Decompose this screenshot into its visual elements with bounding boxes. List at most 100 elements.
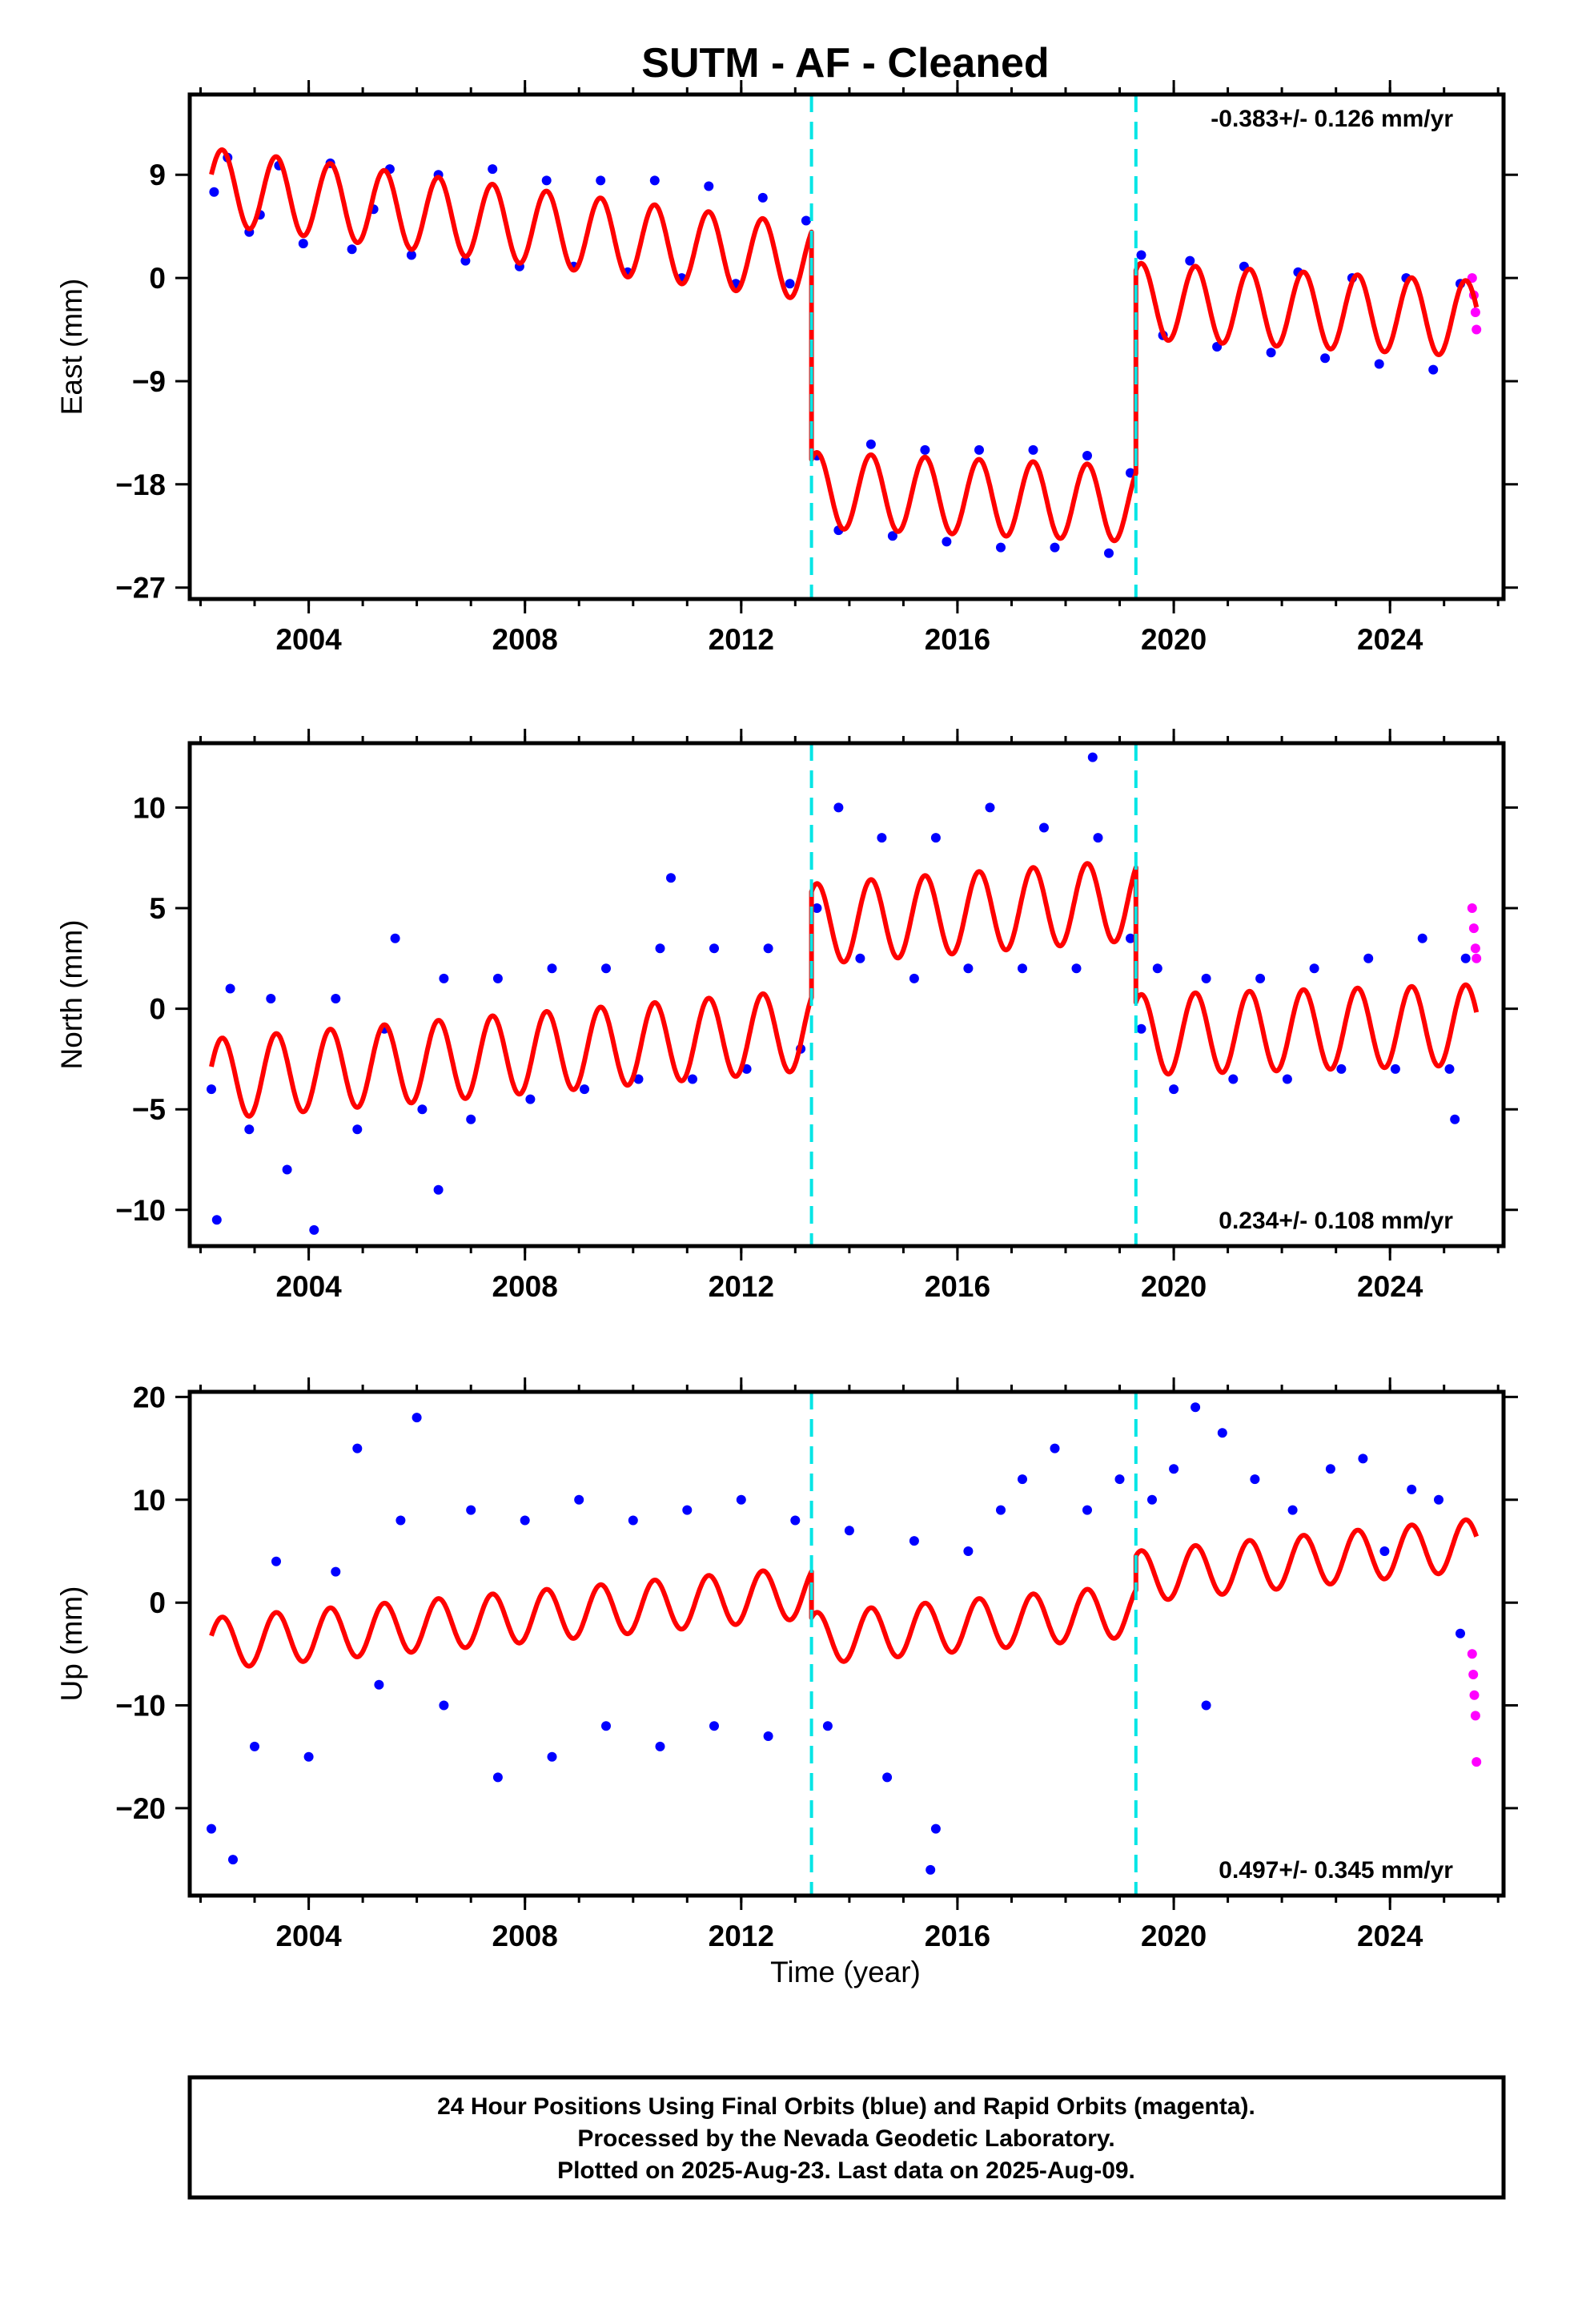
final-orbit-point [1407,1484,1417,1494]
final-orbit-point [763,1731,773,1741]
footer-line-3: Plotted on 2025-Aug-23. Last data on 202… [557,2157,1135,2184]
final-orbit-point [207,1084,216,1095]
rapid-orbit-point [1470,1711,1480,1721]
north-panel: 2004 2008 2012 2016 2020 2024 10 5 0 −5 −10 North (… [55,729,1518,1303]
final-orbit-point [460,255,471,266]
chart-title: SUTM - AF - Cleaned [641,40,1049,86]
final-orbit-point [649,175,660,186]
final-orbit-point [439,1700,449,1711]
final-orbit-point [628,1515,638,1526]
rapid-orbit-point [1470,943,1480,954]
y-axis-label: North (mm) [55,919,88,1069]
final-orbit-point [1434,1494,1443,1505]
final-orbit-point [1374,359,1384,369]
y-tick-label: 10 [133,791,166,824]
final-orbit-point [211,1215,222,1225]
final-orbit-point [601,1721,611,1731]
final-orbit-point [374,1679,384,1690]
final-orbit-point [785,279,795,289]
final-orbit-point [298,239,308,249]
final-orbit-point [1255,973,1266,983]
data-points [207,1402,1482,1875]
y-tick-label: 0 [149,262,166,295]
y-tick-label: −18 [115,468,166,501]
final-orbit-point [1018,963,1027,974]
y-tick-label: 10 [133,1484,166,1517]
final-orbit-point [396,1515,406,1526]
x-tick-label: 2012 [709,1270,774,1303]
x-tick-label: 2020 [1141,623,1207,656]
final-orbit-point [525,1094,536,1104]
final-orbit-point [1250,1474,1260,1485]
final-orbit-point [930,1823,941,1834]
x-tick-label: 2024 [1357,1270,1423,1303]
final-orbit-point [1201,973,1211,983]
rapid-orbit-point [1467,903,1477,913]
final-orbit-point [865,439,876,449]
x-tick-label: 2008 [492,623,558,656]
rapid-orbit-point [1467,1649,1477,1659]
velocity-label: 0.234+/- 0.108 mm/yr [1219,1208,1453,1234]
final-orbit-point [466,1505,476,1515]
final-orbit-point [352,1124,363,1135]
final-orbit-point [492,1772,503,1783]
final-orbit-point [1379,1546,1390,1556]
final-orbit-point [1104,548,1114,558]
final-orbit-point [209,187,219,197]
final-orbit-point [942,537,952,547]
final-orbit-point [1087,752,1098,762]
final-orbit-point [1363,953,1374,963]
final-orbit-point [390,933,400,943]
final-orbit-point [1018,1474,1027,1485]
y-tick-label: −5 [132,1093,166,1126]
final-orbit-point [1390,1063,1400,1074]
x-tick-label: 2004 [275,623,342,656]
final-orbit-point [1282,1074,1292,1084]
final-orbit-point [1039,822,1049,833]
final-orbit-point [887,531,897,541]
final-orbit-point [1136,250,1146,260]
final-orbit-point [709,1721,719,1731]
final-orbit-point [412,1413,422,1423]
velocity-label: -0.383+/- 0.126 mm/yr [1211,106,1453,132]
up-panel: 2004 2008 2012 2016 2020 2024 20 10 0 −10 −20 Up (m… [55,1377,1518,1952]
final-orbit-point [1336,1063,1347,1074]
final-orbit-point [1428,364,1439,375]
final-orbit-point [1320,353,1331,364]
final-orbit-point [433,1184,444,1195]
final-orbit-point [1444,1063,1455,1074]
final-orbit-point [406,250,416,260]
final-orbit-point [1228,1074,1239,1084]
model-curve [209,861,1480,1119]
final-orbit-point [492,973,503,983]
final-orbit-point [1093,833,1103,843]
final-orbit-point [466,1114,476,1124]
x-tick-label: 2016 [925,1920,990,1952]
final-orbit-point [655,1741,665,1751]
final-orbit-point [303,1751,314,1762]
rapid-orbit-point [1467,273,1477,283]
final-orbit-point [1028,444,1038,455]
rapid-orbit-point [1470,308,1480,317]
final-orbit-point [1152,963,1162,974]
y-axis-label: East (mm) [55,279,88,416]
final-orbit-point [207,1823,216,1834]
final-orbit-point [1217,1428,1227,1438]
final-orbit-point [704,181,714,191]
final-orbit-point [250,1741,259,1751]
rapid-orbit-point [1468,923,1479,934]
final-orbit-point [996,1505,1006,1515]
final-orbit-point [688,1074,697,1084]
final-orbit-point [757,192,768,203]
final-orbit-point [1169,1464,1179,1474]
final-orbit-point [244,1124,255,1135]
x-tick-label: 2004 [275,1920,342,1952]
final-orbit-point [763,943,773,954]
final-orbit-point [682,1505,693,1515]
x-tick-label: 2024 [1357,1920,1423,1952]
final-orbit-point [666,873,676,883]
y-tick-label: −9 [132,365,166,398]
y-tick-label: −20 [115,1792,166,1825]
final-orbit-point [1456,1628,1465,1638]
final-orbit-point [271,1556,281,1566]
